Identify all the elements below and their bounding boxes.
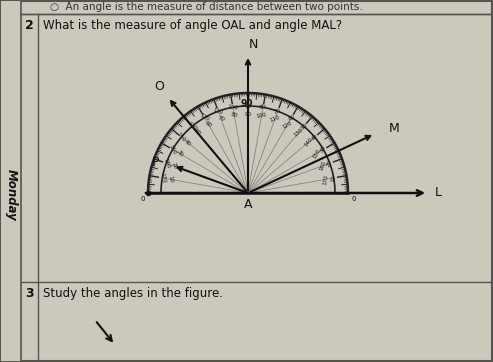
Text: A: A <box>244 198 252 211</box>
Text: 60: 60 <box>287 114 296 122</box>
Text: 20: 20 <box>326 159 333 167</box>
Text: 0: 0 <box>352 196 356 202</box>
Text: 170: 170 <box>159 172 166 184</box>
Text: P: P <box>151 156 159 169</box>
Text: 140: 140 <box>176 131 187 143</box>
Text: 150: 150 <box>312 148 321 159</box>
Text: 90: 90 <box>245 104 251 109</box>
Text: 10: 10 <box>167 176 173 183</box>
Text: 90: 90 <box>241 100 253 109</box>
Text: 40: 40 <box>311 133 319 142</box>
Text: ○  An angle is the measure of distance between two points.: ○ An angle is the measure of distance be… <box>50 2 363 12</box>
Text: O: O <box>154 80 164 93</box>
Text: 20: 20 <box>170 162 177 170</box>
Text: M: M <box>388 122 399 135</box>
Text: 80: 80 <box>230 112 238 118</box>
Text: 2: 2 <box>25 19 34 32</box>
Text: 30: 30 <box>176 149 183 158</box>
Text: 120: 120 <box>282 120 293 129</box>
Text: What is the measure of angle OAL and angle MAL?: What is the measure of angle OAL and ang… <box>43 19 342 32</box>
Bar <box>1 1 21 361</box>
Text: 160: 160 <box>162 157 171 169</box>
Text: 30: 30 <box>319 145 327 154</box>
Text: 140: 140 <box>303 136 314 148</box>
Text: L: L <box>434 186 442 199</box>
Text: 110: 110 <box>269 115 281 123</box>
Text: Study the angles in the figure.: Study the angles in the figure. <box>43 287 223 300</box>
Text: 160: 160 <box>318 160 326 172</box>
Text: 90: 90 <box>245 111 251 117</box>
Text: 10: 10 <box>331 174 337 182</box>
Text: N: N <box>248 38 258 51</box>
Text: 150: 150 <box>168 144 177 155</box>
Text: 130: 130 <box>293 127 304 138</box>
Text: 80: 80 <box>259 104 267 110</box>
Text: 50: 50 <box>193 128 202 136</box>
Text: 100: 100 <box>256 112 267 119</box>
Text: 0: 0 <box>141 196 145 202</box>
Text: 130: 130 <box>186 121 198 132</box>
Text: 50: 50 <box>300 122 308 131</box>
Text: 170: 170 <box>322 174 329 185</box>
Text: 100: 100 <box>227 104 239 111</box>
Text: 60: 60 <box>204 121 213 129</box>
Text: 70: 70 <box>217 115 225 122</box>
Text: 110: 110 <box>212 107 224 115</box>
Text: 70: 70 <box>274 108 282 115</box>
Text: Monday: Monday <box>4 169 17 221</box>
Text: 3: 3 <box>25 287 34 300</box>
Text: 120: 120 <box>199 113 211 122</box>
Text: 40: 40 <box>183 138 192 147</box>
